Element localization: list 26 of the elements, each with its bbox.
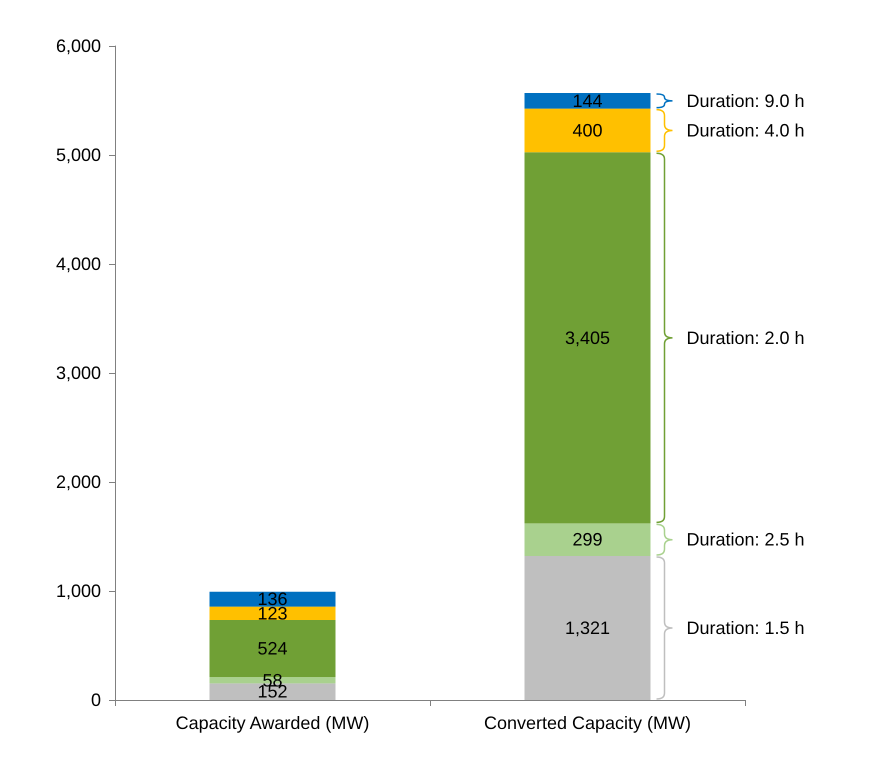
data-label: 1,321 bbox=[564, 618, 610, 638]
y-tick-label: 3,000 bbox=[56, 363, 101, 383]
legend-label: Duration: 2.5 h bbox=[686, 530, 805, 550]
x-tick-label: Converted Capacity (MW) bbox=[484, 713, 692, 733]
legend-label: Duration: 9.0 h bbox=[686, 90, 805, 111]
y-tick-label: 4,000 bbox=[56, 254, 101, 274]
series-label: Duration: 2.0 h bbox=[686, 328, 805, 348]
data-label: 144 bbox=[572, 90, 603, 111]
data-label: 400 bbox=[572, 120, 603, 140]
data-label: 3,405 bbox=[564, 328, 610, 348]
bar bbox=[524, 108, 650, 152]
y-tick-label: 6,000 bbox=[56, 36, 101, 56]
y-tick-label: 1,000 bbox=[56, 581, 101, 601]
series-label: Duration: 1.5 h bbox=[686, 618, 805, 638]
x-tick-label: Capacity Awarded (MW) bbox=[176, 713, 370, 733]
bar bbox=[524, 556, 650, 700]
y-tick-label: 5,000 bbox=[56, 145, 101, 165]
bar bbox=[524, 92, 650, 109]
data-label: 524 bbox=[257, 638, 288, 659]
legend-label: Duration: 4.0 h bbox=[686, 120, 805, 140]
bar bbox=[210, 606, 336, 620]
y-tick-label: 2,000 bbox=[56, 472, 101, 492]
bar bbox=[524, 523, 650, 556]
data-label: 299 bbox=[572, 530, 603, 550]
bar bbox=[524, 152, 650, 524]
y-tick-label: 0 bbox=[90, 690, 101, 710]
